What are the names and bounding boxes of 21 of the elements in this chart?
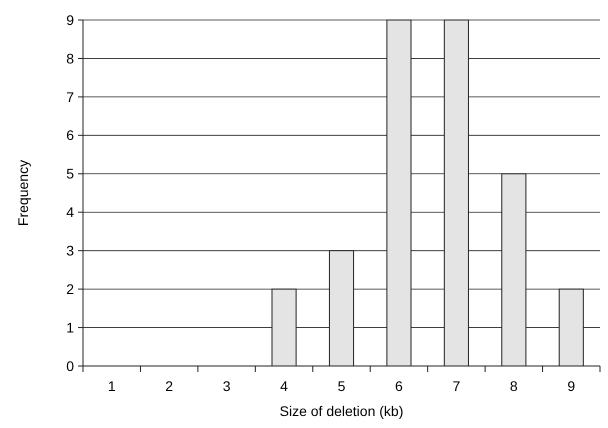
y-tick-label: 6	[66, 127, 74, 144]
x-tick-label: 1	[108, 378, 116, 394]
y-tick-label: 9	[66, 12, 74, 28]
y-tick-label: 8	[66, 50, 74, 66]
y-tick-label: 1	[66, 319, 74, 336]
y-tick-label: 5	[66, 166, 74, 182]
y-tick-label: 3	[66, 242, 74, 259]
x-axis-title: Size of deletion (kb)	[280, 403, 404, 419]
x-tick-label: 8	[510, 378, 518, 394]
y-tick-label: 7	[66, 88, 74, 105]
x-tick-label: 7	[452, 378, 460, 394]
x-tick-label: 9	[567, 378, 576, 394]
x-tick-label: 4	[280, 378, 288, 394]
y-tick-label: 4	[66, 204, 74, 220]
x-tick-label: 5	[338, 378, 346, 394]
y-axis-title: Frequency	[15, 160, 31, 226]
x-tick-label: 3	[222, 378, 231, 394]
y-tick-label: 2	[66, 281, 74, 298]
y-tick-label: 0	[66, 358, 74, 374]
x-tick-label: 2	[165, 378, 174, 394]
x-tick-label: 6	[395, 378, 404, 394]
